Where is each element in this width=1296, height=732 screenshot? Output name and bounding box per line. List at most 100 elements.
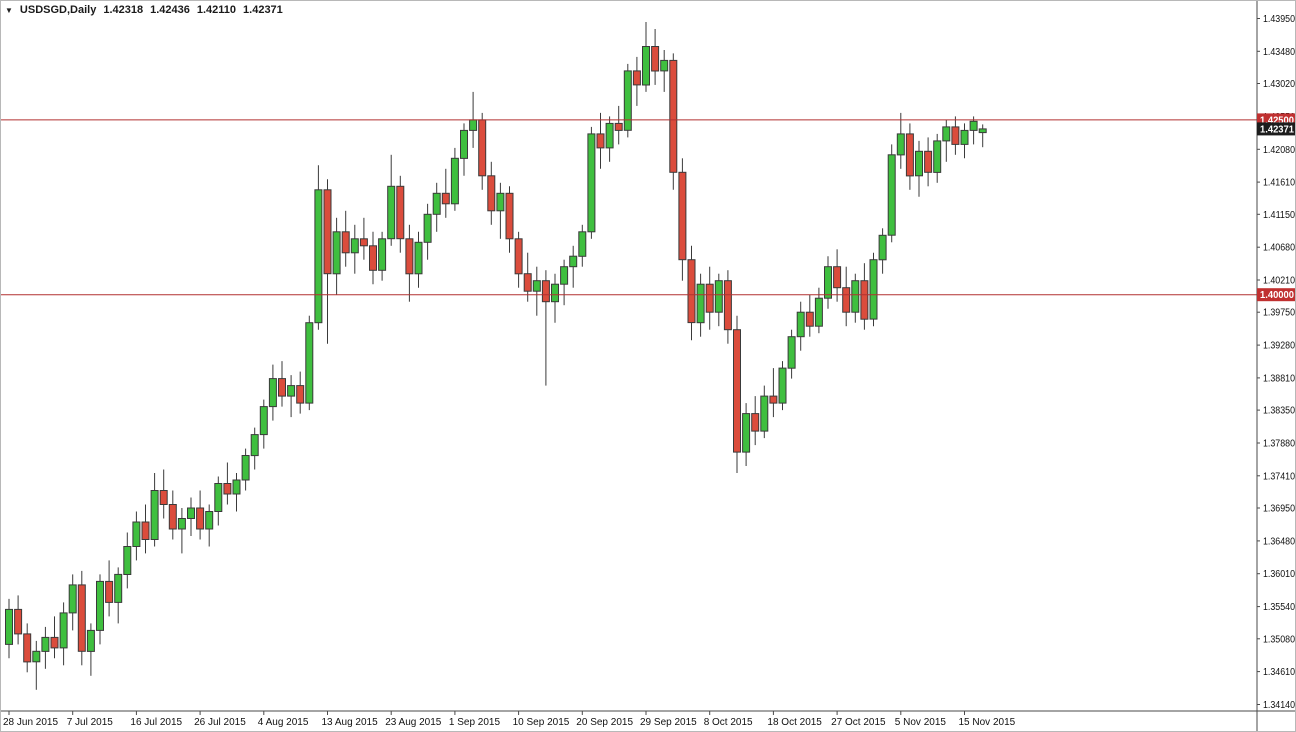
y-axis-label: 1.37880: [1263, 439, 1295, 450]
candle-body: [723, 280, 732, 331]
candle-body: [687, 259, 696, 324]
bar-close-value: 1.42371: [243, 4, 283, 16]
candle-body: [487, 175, 496, 212]
candle-bull: [696, 273, 705, 337]
candle-bear: [751, 396, 760, 446]
candle-body: [441, 192, 450, 205]
candle-body: [751, 413, 760, 432]
candle-body: [196, 507, 205, 530]
candle-bear: [278, 361, 286, 407]
candle-bear: [487, 161, 496, 225]
candle-bull: [150, 473, 159, 547]
x-axis-label: 26 Jul 2015: [194, 717, 246, 728]
candle-bull: [878, 228, 887, 274]
hline-price-tag-text: 1.40000: [1260, 290, 1294, 301]
candle-bull: [187, 497, 195, 536]
candle-bull: [68, 574, 77, 631]
candle-bull: [241, 448, 250, 491]
candle-body: [769, 395, 778, 404]
candle-body: [314, 189, 323, 324]
candle-body: [560, 266, 569, 285]
candle-body: [350, 238, 359, 254]
candle-bull: [41, 626, 50, 669]
candle-bull: [814, 287, 823, 334]
x-axis-label: 18 Oct 2015: [767, 717, 822, 728]
candle-bull: [59, 602, 68, 666]
candle-bear: [733, 315, 741, 473]
candle-body: [778, 367, 787, 404]
x-axis-label: 10 Sep 2015: [513, 717, 570, 728]
candle-body: [59, 612, 68, 649]
candle-body: [896, 133, 905, 156]
candle-bull: [214, 476, 223, 526]
y-axis-label: 1.35080: [1263, 634, 1295, 645]
candle-body: [851, 280, 860, 313]
y-axis-label: 1.43020: [1263, 79, 1295, 90]
candle-body: [860, 280, 869, 320]
candle-body: [578, 231, 587, 257]
candle-body: [114, 573, 123, 603]
candle-bull: [605, 116, 614, 162]
candle-body: [323, 189, 332, 275]
candle-bull: [96, 574, 104, 645]
candle-body: [623, 70, 632, 131]
candle-bear: [223, 462, 232, 505]
x-axis-label: 27 Oct 2015: [831, 717, 886, 728]
candle-body: [105, 580, 114, 603]
candle-bull: [378, 231, 387, 281]
candle-bear: [596, 112, 605, 169]
candle-body: [496, 192, 505, 212]
candle-bear: [632, 56, 641, 106]
candle-bear: [687, 245, 696, 341]
candle-bull: [760, 385, 769, 439]
current-price-tag: [1257, 122, 1295, 136]
candle-body: [505, 192, 514, 240]
candle-bear: [723, 270, 732, 344]
candle-body: [969, 120, 978, 131]
candle-body: [887, 154, 896, 236]
hline-price-tag: [1257, 288, 1295, 302]
y-axis-label: 1.35540: [1263, 602, 1295, 613]
candle-body: [514, 238, 523, 275]
candle-bear: [924, 137, 933, 187]
y-axis-label: 1.43480: [1263, 47, 1295, 58]
candle-body: [214, 483, 223, 512]
candle-bull: [942, 119, 951, 162]
candle-bull: [387, 154, 396, 246]
candle-body: [150, 490, 159, 540]
collapse-chart-icon[interactable]: ▼: [5, 5, 13, 15]
candle-bull: [350, 224, 359, 274]
current-price-tag-text: 1.42371: [1260, 124, 1294, 135]
y-axis-label: 1.36950: [1263, 504, 1295, 515]
candle-bull: [569, 245, 578, 288]
candle-bull: [714, 273, 723, 327]
candle-body: [678, 171, 687, 261]
x-axis-label: 8 Oct 2015: [704, 717, 753, 728]
candle-body: [68, 584, 77, 614]
candle-bull: [314, 165, 323, 330]
candle-bear: [341, 210, 350, 267]
candle-bear: [514, 231, 523, 288]
candle-body: [642, 46, 650, 86]
x-axis-label: 1 Sep 2015: [449, 717, 501, 728]
candle-bull: [259, 399, 268, 449]
candle-bear: [14, 595, 23, 645]
candle-body: [369, 245, 377, 271]
candle-bull: [423, 203, 432, 260]
candle-bull: [869, 252, 878, 327]
candle-body: [278, 378, 286, 397]
candle-body: [341, 231, 350, 254]
candle-bear: [805, 294, 814, 337]
candle-body: [924, 150, 933, 173]
x-axis-label: 29 Sep 2015: [640, 717, 697, 728]
y-axis-label: 1.38350: [1263, 406, 1295, 417]
y-axis-label: 1.40210: [1263, 276, 1295, 287]
y-axis-label: 1.34610: [1263, 667, 1295, 678]
candle-bull: [787, 329, 796, 379]
x-axis-label: 5 Nov 2015: [895, 717, 947, 728]
candle-body: [50, 636, 59, 649]
x-axis-label: 7 Jul 2015: [67, 717, 114, 728]
candle-body: [933, 140, 942, 173]
